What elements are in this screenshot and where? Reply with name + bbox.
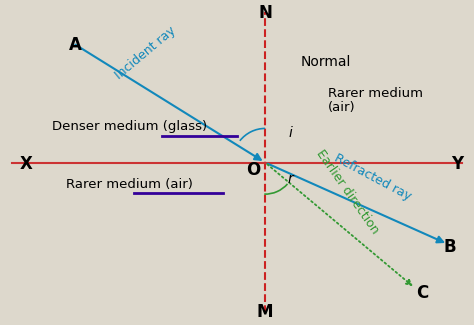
Text: N: N xyxy=(258,4,272,22)
Text: Rarer medium (air): Rarer medium (air) xyxy=(66,178,193,191)
Text: Earlier direction: Earlier direction xyxy=(313,147,381,236)
Text: B: B xyxy=(444,238,456,256)
Text: Incident ray: Incident ray xyxy=(113,24,179,83)
Text: Normal: Normal xyxy=(300,55,351,69)
Text: X: X xyxy=(20,155,33,173)
Text: Rarer medium: Rarer medium xyxy=(328,87,423,100)
Text: O: O xyxy=(246,161,261,179)
Text: M: M xyxy=(257,303,273,321)
Text: Denser medium (glass): Denser medium (glass) xyxy=(52,120,207,133)
Text: C: C xyxy=(416,284,428,302)
Text: Refracted ray: Refracted ray xyxy=(332,152,413,203)
Text: i: i xyxy=(289,126,293,140)
Text: r: r xyxy=(288,172,294,186)
Text: Y: Y xyxy=(451,155,463,173)
Text: A: A xyxy=(69,36,82,54)
Text: (air): (air) xyxy=(328,101,356,114)
